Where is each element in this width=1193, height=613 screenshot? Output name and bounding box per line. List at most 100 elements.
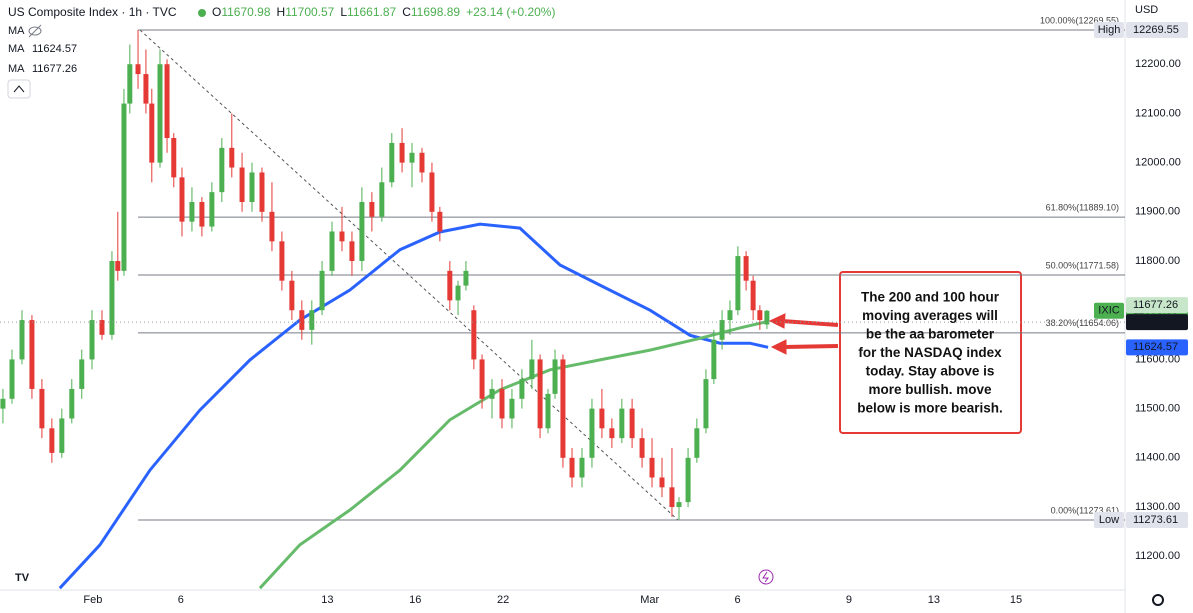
candle-body [319,270,325,311]
price-tag [1126,297,1188,314]
ma-line [58,222,769,590]
tv-logo[interactable]: TV [15,572,30,584]
event-icon[interactable] [758,569,774,585]
candle-body [209,192,215,227]
currency-label: USD [1135,4,1158,16]
candle-body [89,320,95,360]
y-tick-label: 11400.00 [1135,452,1180,464]
candle-body [29,320,35,389]
indicator-label: MA [8,25,25,37]
price-tag-label: 11677.26 [1133,299,1178,311]
candle-body [499,388,505,419]
candle-body [629,408,635,439]
settings-icon[interactable] [1152,594,1164,606]
fib-label: 100.00%(12269.55) [1040,15,1119,25]
candle-body [229,147,235,168]
candle-body [309,310,315,330]
eye-off-icon[interactable] [28,24,42,38]
ohlc-key: H [277,5,286,19]
candle-body [99,320,105,335]
annotation-box [839,271,1022,434]
ohlc-value: 11670.98 [221,5,270,19]
y-tick-label: 11600.00 [1135,353,1180,365]
candle-body [589,408,595,458]
x-tick-label: 15 [1010,594,1022,606]
legend-name: MA [8,63,25,75]
candle-body [569,457,575,478]
x-tick-label: 9 [846,594,852,606]
candle-body [552,359,558,394]
change-value: +23.14 (+0.20%) [466,5,555,19]
price-tag-label: 11624.57 [1133,341,1178,353]
candle-body [121,103,127,271]
legend-value: 11677.26 [32,63,77,75]
side-tag-label: IXIC [1098,305,1119,317]
candle-body [359,201,365,262]
candle-body [379,182,385,217]
candle-body [289,280,295,311]
fib-label: 50.00%(11771.58) [1046,260,1119,270]
annotation-line: more bullish. move [868,382,992,397]
ohlc-key: O [212,5,221,19]
candle-body [127,64,133,104]
candle-body [69,388,75,419]
candle-body [409,152,415,163]
side-tag [1094,512,1124,529]
candle-body [757,310,763,321]
candle-body [269,211,275,242]
candle-body [694,428,700,458]
status-dot [198,9,206,17]
annotation-arrows [768,313,839,355]
candle-body [164,64,170,139]
candle-body [649,457,655,478]
y-tick-label: 11300.00 [1135,501,1180,513]
candle-body [727,310,733,321]
candle-body [9,359,15,399]
annotation-line: below is more bearish. [857,401,1003,416]
side-tag-label: High [1098,24,1121,36]
y-tick-label: 12000.00 [1135,157,1181,169]
ohlc-value: 11661.87 [347,5,396,19]
candle-body [189,201,195,222]
candle-body [560,359,566,458]
candle-body [349,241,355,262]
candle-body [39,388,45,429]
candle-body [179,177,185,222]
candle-body [115,261,121,271]
y-tick-label: 12200.00 [1135,58,1181,70]
candle-body [389,142,395,183]
candle-body [249,172,255,202]
candle-body [479,359,485,399]
candle-body [49,428,55,453]
x-tick-label: 16 [409,594,421,606]
candle-body [109,261,115,335]
candle-body [399,142,405,163]
candle-body [0,398,6,409]
candle-body [219,147,225,193]
fib-label: 61.80%(11889.10) [1046,203,1119,213]
candle-body [471,310,477,360]
collapse-button[interactable] [7,79,31,99]
candle-body [19,320,25,360]
legend-name: MA [8,43,25,55]
side-tag [1094,302,1124,319]
y-tick-label: 11900.00 [1135,206,1180,218]
x-tick-label: 6 [735,594,741,606]
x-tick-label: 13 [321,594,333,606]
price-tag [1126,339,1188,356]
candle-body [703,379,709,429]
candle-body [143,74,149,104]
side-tag-label: Low [1099,514,1119,526]
ohlc-value: 11700.57 [285,5,334,19]
y-tick-label: 11200.00 [1135,550,1180,562]
chevron-icon [13,85,25,93]
candle-body [764,310,770,325]
annotation-line: today. Stay above is [866,364,995,379]
chart-title: US Composite Index · 1h · TVC [8,5,177,19]
candle-body [676,502,682,508]
candle-body [685,457,691,503]
candle-body [489,388,495,399]
candle-body [259,172,265,212]
ma-line [258,319,769,590]
